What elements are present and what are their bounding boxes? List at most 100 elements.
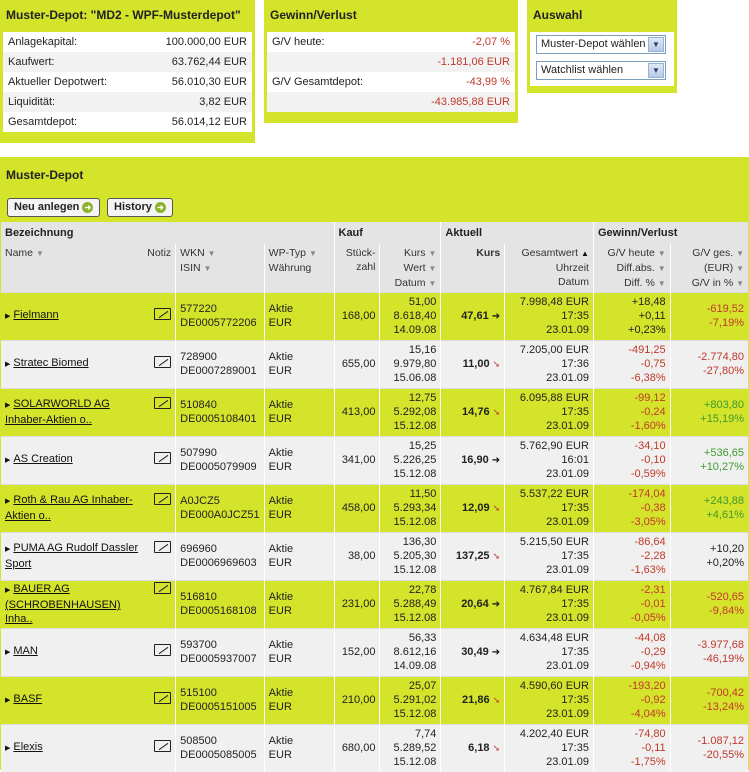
cell-wkn-isin: 696960 DE0006969603	[175, 531, 265, 580]
expand-triangle-icon[interactable]: ▶	[5, 361, 11, 368]
wkn-value: 516810	[180, 591, 217, 603]
security-link[interactable]: Roth & Rau AG Inhaber-Aktien o..	[5, 494, 133, 522]
kauf-kurs-value: 22,78	[408, 584, 437, 596]
diff-abs-value: -0,38	[640, 502, 666, 514]
aktuell-datum-value: 23.01.09	[546, 756, 589, 769]
row-label: Anlagekapital:	[8, 36, 78, 48]
security-link[interactable]: AS Creation	[13, 453, 73, 465]
cell-gesamtwert: 5.215,50 EUR 17:35 23.01.09	[504, 531, 594, 580]
depot-select[interactable]: Muster-Depot wählen ▼	[536, 35, 666, 54]
arrow-right-icon: ➔	[491, 598, 501, 610]
aktuell-datum-value: 23.01.09	[546, 660, 589, 672]
wkn-value: 508500	[180, 735, 217, 748]
edit-note-icon[interactable]	[154, 308, 172, 320]
history-button[interactable]: History ➜	[107, 198, 173, 217]
security-link[interactable]: Fielmann	[13, 309, 59, 321]
col-zahl-label: zahl	[356, 261, 376, 273]
col-gesamtwert[interactable]: Gesamtwert ▲ Uhrzeit Datum	[504, 244, 594, 292]
sort-icon: ▼	[428, 279, 437, 288]
row-label: Aktueller Depotwert:	[8, 76, 108, 88]
cell-name: ▶ AS Creation	[1, 435, 176, 484]
col-gv-heute[interactable]: G/V heute ▼ Diff.abs. ▼ Diff. % ▼	[592, 244, 671, 292]
cell-typ: Aktie EUR	[263, 627, 334, 676]
edit-note-icon[interactable]	[154, 692, 172, 704]
row-label: Liquidität:	[8, 96, 56, 108]
wkn-value: A0JCZ5	[180, 495, 220, 507]
col-gesamtwert-label: Gesamtwert	[521, 247, 579, 259]
kauf-datum-value: 15.06.08	[393, 372, 437, 384]
security-link[interactable]: Stratec Biomed	[13, 357, 89, 369]
cell-name: ▶ SOLARWORLD AG Inhaber-Aktien o..	[1, 387, 176, 436]
aktuell-kurs-value: 11,00	[462, 358, 490, 370]
kauf-kurs-value: 25,07	[408, 680, 437, 692]
expand-triangle-icon[interactable]: ▶	[5, 313, 11, 320]
edit-note-icon[interactable]	[154, 582, 172, 594]
cell-gesamtwert: 4.767,84 EUR 17:35 23.01.09	[504, 579, 594, 628]
sort-icon: ▼	[428, 264, 437, 273]
gesamtwert-value: 4.634,48 EUR	[519, 632, 589, 644]
cell-kauf: 11,50 5.293,34 15.12.08	[379, 483, 441, 532]
cell-stueck: 680,00	[333, 723, 380, 772]
expand-triangle-icon[interactable]: ▶	[5, 498, 11, 505]
sort-icon: ▼	[736, 279, 744, 288]
security-link[interactable]: BASF	[13, 693, 43, 705]
security-link[interactable]: MAN	[13, 645, 38, 657]
security-link[interactable]: SOLARWORLD AG Inhaber-Aktien o..	[5, 398, 110, 426]
col-waehrung-label: Währung	[268, 262, 312, 274]
edit-note-icon[interactable]	[154, 356, 172, 368]
edit-note-icon[interactable]	[154, 452, 172, 464]
col-wkn[interactable]: WKN ▼ ISIN ▼	[175, 244, 265, 292]
cell-gesamtwert: 5.762,90 EUR 16:01 23.01.09	[504, 435, 594, 484]
kauf-datum-value: 15.12.08	[393, 564, 437, 576]
gv-gesamt-abs-row: -43.985,88 EUR	[267, 92, 515, 112]
diff-abs-value: -0,29	[640, 646, 666, 658]
row-value: 56.010,30 EUR	[171, 76, 247, 88]
wkn-value: 507990	[180, 447, 217, 459]
gv-pct-value: -13,24%	[703, 701, 744, 713]
edit-note-icon[interactable]	[154, 541, 172, 553]
col-gv-ges[interactable]: G/V ges. ▼ (EUR) ▼ G/V in % ▼	[669, 244, 748, 292]
watchlist-select[interactable]: Watchlist wählen ▼	[536, 61, 666, 80]
cell-gesamtwert: 5.537,22 EUR 17:35 23.01.09	[504, 483, 594, 532]
gv-ges-value: -700,42	[706, 687, 744, 699]
edit-note-icon[interactable]	[154, 493, 172, 505]
expand-triangle-icon[interactable]: ▶	[5, 697, 11, 704]
isin-value: DE0007289001	[180, 365, 257, 377]
expand-triangle-icon[interactable]: ▶	[5, 457, 11, 464]
table-row: ▶ SOLARWORLD AG Inhaber-Aktien o.. 510840…	[1, 387, 748, 436]
edit-note-icon[interactable]	[154, 397, 172, 409]
aktuell-datum-value: 23.01.09	[546, 708, 589, 720]
expand-triangle-icon[interactable]: ▶	[5, 745, 11, 753]
edit-note-icon[interactable]	[154, 644, 172, 656]
expand-triangle-icon[interactable]: ▶	[5, 587, 11, 594]
table-row: ▶ Fielmann 577220 DE0005772206 Aktie EUR 16…	[1, 291, 748, 340]
diff-pct-value: +0,23%	[628, 324, 666, 336]
cell-gv-heute: -99,12 -0,24 -1,60%	[592, 387, 671, 436]
cell-gv-ges: -619,52 -7,19%	[669, 291, 748, 340]
security-link[interactable]: BAUER AG (SCHROBENHAUSEN) Inha..	[5, 583, 121, 625]
col-name[interactable]: Name ▼ Notiz	[1, 244, 176, 292]
expand-triangle-icon[interactable]: ▶	[5, 649, 11, 656]
col-wptyp[interactable]: WP-Typ ▼ Währung	[263, 244, 334, 292]
col-stueckzahl[interactable]: Stück- zahl	[333, 244, 380, 292]
cell-stueck: 231,00	[333, 579, 380, 628]
edit-note-icon[interactable]	[154, 740, 172, 753]
table-column-header: Name ▼ Notiz WKN ▼ ISIN ▼ WP-Typ ▼ Währu…	[1, 244, 748, 292]
aktuell-kurs-value: 21,86	[462, 694, 490, 706]
isin-value: DE0005937007	[180, 653, 257, 665]
arrow-right-icon: ➜	[154, 202, 166, 213]
kauf-kurs-value: 15,25	[408, 440, 437, 452]
gesamtwert-value: 5.215,50 EUR	[519, 536, 589, 548]
sort-asc-icon: ▲	[581, 249, 589, 258]
arrow-down-right-icon: ➘	[492, 551, 501, 561]
security-link[interactable]: PUMA AG Rudolf Dassler Sport	[5, 542, 139, 570]
cell-kauf: 51,00 8.618,40 14.09.08	[379, 291, 441, 340]
cell-gesamtwert: 6.095,88 EUR 17:35 23.01.09	[504, 387, 594, 436]
security-link[interactable]: Elexis	[13, 741, 43, 754]
currency-value: EUR	[268, 413, 292, 425]
col-aktuell-kurs[interactable]: Kurs	[440, 244, 505, 292]
col-kauf-kurs[interactable]: Kurs ▼ Wert ▼ Datum ▼	[379, 244, 441, 292]
expand-triangle-icon[interactable]: ▶	[5, 402, 11, 409]
expand-triangle-icon[interactable]: ▶	[5, 546, 11, 553]
neu-anlegen-button[interactable]: Neu anlegen ➜	[7, 198, 101, 217]
